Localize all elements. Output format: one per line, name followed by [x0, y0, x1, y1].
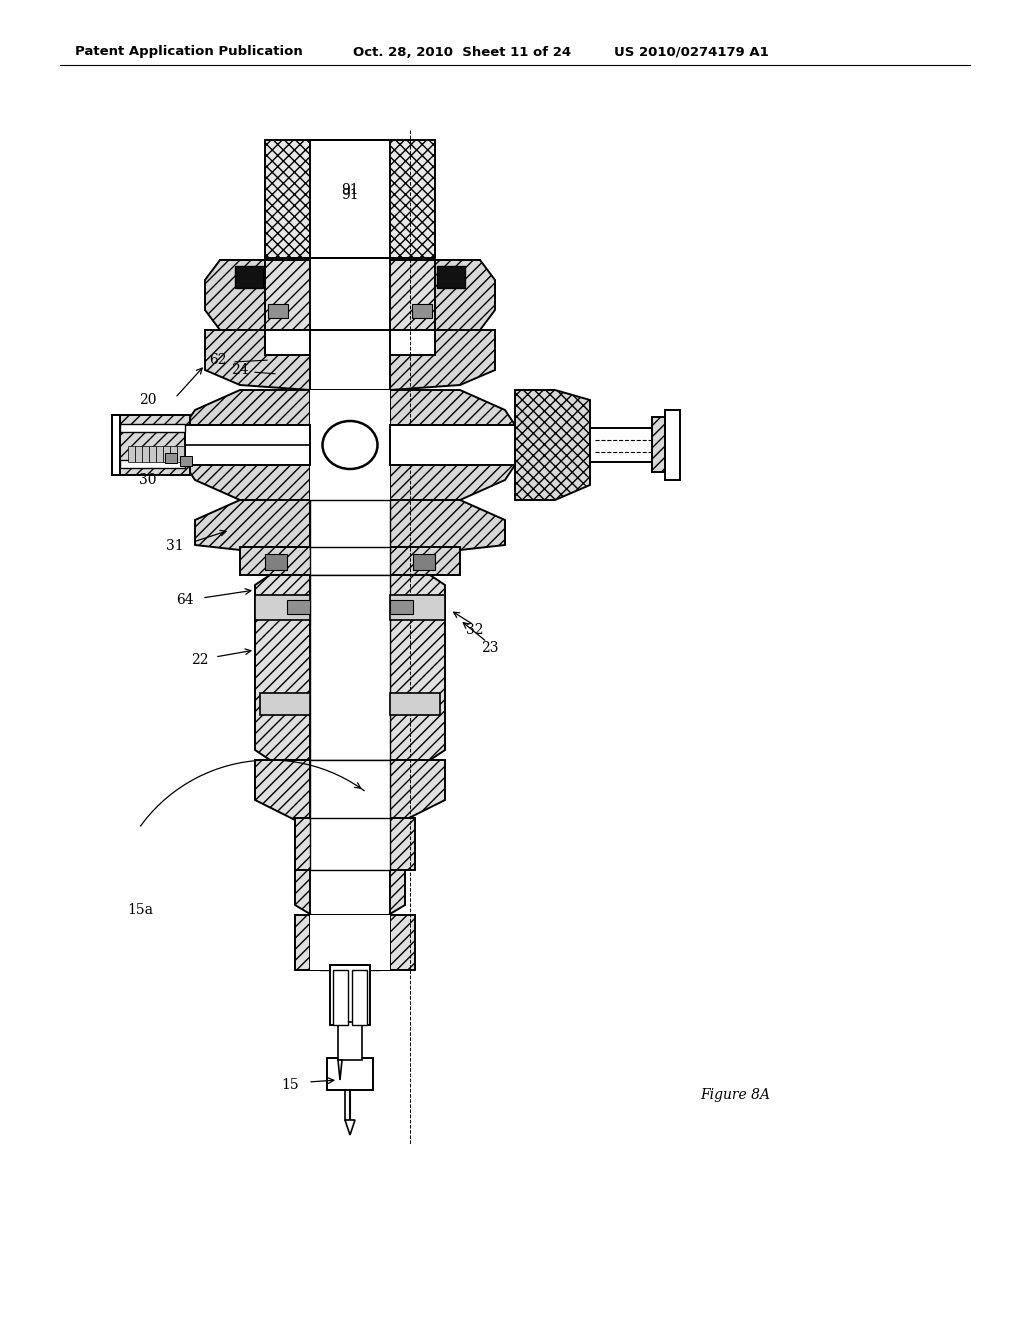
Text: 91: 91	[341, 183, 358, 197]
Text: 15a: 15a	[127, 903, 153, 917]
Bar	[177, 446, 184, 462]
Bar	[295, 818, 415, 870]
Bar	[163, 446, 170, 462]
Bar	[390, 140, 435, 257]
Text: 64: 64	[176, 593, 194, 607]
Polygon shape	[220, 260, 265, 330]
Bar	[260, 693, 310, 715]
Bar	[265, 140, 310, 257]
Bar	[338, 1022, 362, 1060]
Bar	[390, 601, 413, 614]
Polygon shape	[345, 1119, 355, 1135]
Bar	[413, 554, 435, 570]
Bar	[185, 425, 310, 465]
Bar	[319, 915, 380, 970]
Polygon shape	[195, 500, 310, 550]
Bar	[310, 576, 390, 760]
Bar	[150, 446, 156, 462]
Bar	[590, 428, 655, 462]
Bar	[310, 330, 390, 389]
Bar	[352, 970, 367, 1026]
Text: US 2010/0274179 A1: US 2010/0274179 A1	[614, 45, 769, 58]
Bar	[120, 424, 185, 432]
Bar	[665, 411, 680, 480]
Bar	[652, 417, 670, 473]
Bar	[327, 1059, 373, 1090]
Bar	[180, 455, 193, 466]
Polygon shape	[515, 389, 590, 500]
Bar	[112, 414, 120, 475]
Bar	[165, 453, 177, 463]
Bar	[287, 601, 310, 614]
Bar	[268, 304, 288, 318]
Bar	[390, 425, 515, 465]
Bar	[310, 915, 390, 970]
Polygon shape	[435, 260, 480, 330]
Bar	[310, 760, 390, 820]
Bar	[255, 595, 310, 620]
Bar	[234, 267, 263, 288]
Bar	[135, 446, 142, 462]
Polygon shape	[390, 389, 515, 500]
Text: 32: 32	[466, 623, 483, 638]
Bar	[240, 546, 460, 576]
Text: Figure 8A: Figure 8A	[700, 1088, 770, 1102]
Text: 22: 22	[191, 653, 209, 667]
Polygon shape	[390, 576, 445, 760]
Text: 20: 20	[139, 393, 157, 407]
Bar	[120, 459, 185, 469]
Bar	[412, 304, 432, 318]
Text: 23: 23	[481, 642, 499, 655]
Text: 91: 91	[341, 187, 358, 202]
Polygon shape	[185, 389, 310, 500]
Polygon shape	[338, 1060, 342, 1080]
Polygon shape	[390, 500, 505, 550]
Text: 31: 31	[166, 539, 184, 553]
Polygon shape	[255, 760, 310, 820]
Polygon shape	[205, 330, 310, 389]
Bar	[330, 965, 370, 1026]
Text: Oct. 28, 2010  Sheet 11 of 24: Oct. 28, 2010 Sheet 11 of 24	[353, 45, 571, 58]
Text: 30: 30	[139, 473, 157, 487]
Bar	[115, 414, 190, 475]
Polygon shape	[205, 260, 265, 330]
Bar	[310, 915, 390, 970]
Bar	[310, 389, 390, 500]
Polygon shape	[265, 260, 310, 330]
Ellipse shape	[323, 421, 378, 469]
Bar	[142, 446, 150, 462]
Bar	[333, 970, 348, 1026]
Bar	[390, 595, 445, 620]
Bar	[437, 267, 465, 288]
Bar	[295, 915, 415, 970]
Polygon shape	[380, 870, 406, 920]
Bar	[310, 140, 390, 257]
Bar	[310, 546, 390, 576]
Polygon shape	[390, 760, 445, 820]
Polygon shape	[390, 260, 435, 330]
Polygon shape	[390, 330, 495, 389]
Polygon shape	[295, 870, 319, 920]
Text: 15: 15	[282, 1078, 299, 1092]
Bar	[156, 446, 163, 462]
Bar	[170, 446, 177, 462]
Text: Patent Application Publication: Patent Application Publication	[75, 45, 303, 58]
Bar	[128, 446, 135, 462]
Polygon shape	[255, 576, 310, 760]
Text: 62: 62	[209, 352, 226, 367]
Polygon shape	[435, 260, 495, 330]
Bar	[310, 818, 390, 870]
Bar	[265, 554, 287, 570]
Text: 24: 24	[231, 363, 249, 378]
Bar	[310, 500, 390, 550]
Bar	[390, 693, 440, 715]
